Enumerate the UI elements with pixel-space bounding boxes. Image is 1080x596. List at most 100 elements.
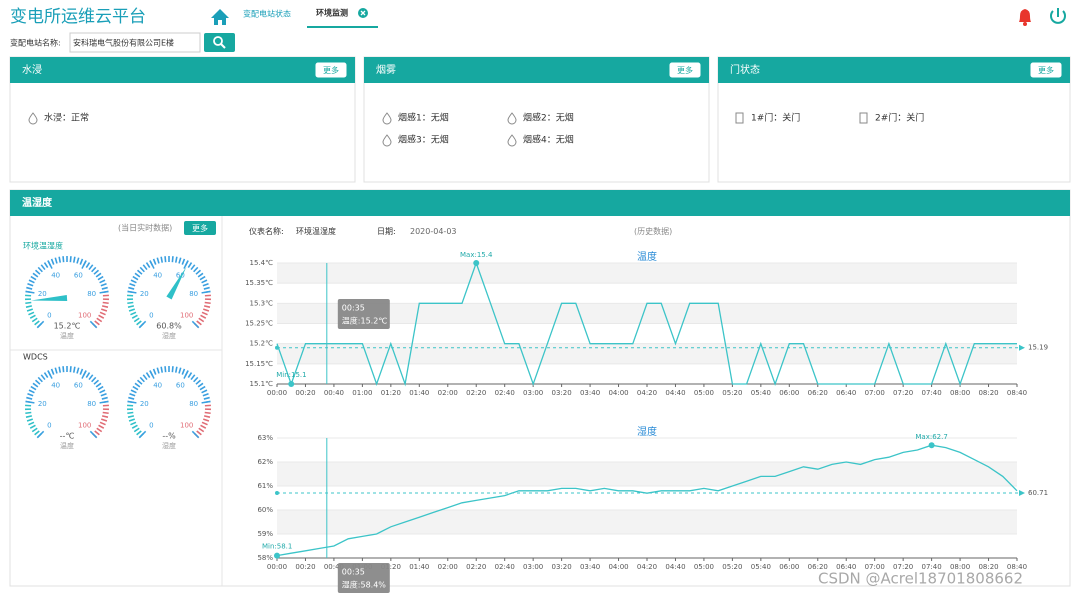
station-input[interactable]	[69, 32, 201, 53]
gauge-scale	[25, 305, 33, 308]
more-button[interactable]	[184, 221, 216, 235]
gauge-scale	[203, 396, 210, 400]
gauge-tick-label: 60	[74, 272, 83, 280]
gauge-scale	[142, 374, 148, 381]
gauge-scale	[29, 314, 36, 319]
gauge-scale	[156, 367, 160, 374]
gauge-scale	[99, 421, 106, 426]
gauge-scale	[178, 367, 182, 374]
y-tick-label: 58%	[257, 554, 273, 562]
mean-arrow	[1019, 344, 1025, 351]
gauge-scale	[62, 256, 65, 263]
gauge-tick-label: 20	[140, 290, 149, 298]
gauge-tick-label: 20	[140, 400, 149, 408]
gauge-scale	[101, 415, 109, 418]
gauge-scale	[26, 396, 33, 400]
search-button[interactable]	[204, 33, 235, 52]
more-button[interactable]	[669, 62, 701, 78]
gauge-scale	[100, 418, 108, 422]
power-icon[interactable]	[1050, 8, 1066, 24]
gauge-tick	[36, 320, 45, 329]
x-tick-label: 03:20	[552, 389, 572, 397]
y-tick-label: 60%	[257, 506, 273, 514]
chart-title: 温度	[637, 250, 657, 263]
gauge-tick-label: 40	[51, 382, 60, 390]
gauge-tick	[191, 320, 200, 329]
tooltip-time: 00:35	[342, 568, 365, 577]
gauge-tick-label: 80	[189, 400, 198, 408]
more-button[interactable]	[315, 62, 347, 78]
min-point	[274, 552, 280, 559]
group-name: 环境温湿度	[23, 241, 63, 251]
y-tick-label: 15.2℃	[250, 340, 274, 348]
door-small-icon	[735, 112, 744, 124]
gauge-tick-label: 100	[180, 422, 193, 430]
bell-icon[interactable]	[1019, 9, 1031, 26]
gauge-scale	[27, 393, 34, 397]
gauge-scale	[195, 379, 202, 385]
gauge-scale	[102, 411, 109, 415]
gauge-tick	[81, 260, 87, 269]
gauge-name: 湿度	[162, 441, 176, 450]
gauge-scale	[133, 317, 140, 323]
gauge-tick	[127, 400, 137, 404]
gauge-scale	[129, 283, 136, 287]
gauge-scale	[132, 275, 139, 281]
x-tick-label: 05:00	[694, 563, 714, 571]
gauge-scale	[131, 314, 138, 319]
gauge-scale	[160, 366, 164, 373]
x-tick-label: 08:20	[978, 389, 998, 397]
x-tick-label: 08:00	[950, 563, 970, 571]
gauge-scale	[28, 311, 35, 316]
gauge-scale	[136, 379, 143, 385]
gauge-tick-label: 0	[47, 422, 51, 430]
panel-header	[364, 57, 709, 83]
gauge-scale	[88, 374, 94, 381]
gauge-tick	[183, 260, 189, 269]
gauge-scale	[202, 308, 210, 312]
x-tick-label: 00:40	[324, 389, 344, 397]
mean-arrow	[1019, 489, 1025, 496]
mean-label: 60.71	[1028, 489, 1048, 497]
home-icon[interactable]	[211, 9, 229, 25]
gauge-scale	[25, 411, 32, 415]
gauge-scale	[203, 305, 211, 308]
gauge-scale	[95, 272, 102, 278]
gauge-tick	[138, 320, 147, 329]
panel-header	[718, 57, 1070, 83]
gauge-scale	[127, 411, 134, 415]
gauge-scale	[54, 257, 58, 264]
x-tick-label: 06:00	[779, 389, 799, 397]
gauge-value: 60.8%	[156, 322, 182, 331]
gauge-scale	[34, 379, 41, 385]
more-button[interactable]	[1030, 62, 1062, 78]
tooltip-value: 湿度:58.4%	[342, 580, 387, 590]
gauge-scale	[34, 430, 40, 436]
gauge-scale	[202, 393, 209, 397]
gauge-tick-label: 20	[38, 290, 47, 298]
y-tick-label: 15.4℃	[250, 259, 274, 267]
gauge-scale	[203, 286, 210, 290]
gauge-scale	[93, 269, 100, 275]
search-value: 安科瑞电气股份有限公司E楼	[73, 38, 174, 48]
tab-close[interactable]	[358, 8, 368, 18]
gauge-scale	[171, 366, 174, 373]
x-tick-label: 05:40	[751, 563, 771, 571]
app-title: 变电所运维云平台	[10, 7, 146, 27]
gauge-scale	[199, 275, 206, 281]
door-small-icon	[859, 112, 868, 124]
chart-title: 湿度	[637, 425, 657, 438]
gauge-scale	[100, 283, 107, 287]
x-tick-label: 07:40	[922, 563, 942, 571]
gauge-scale	[130, 311, 137, 316]
gauge-scale	[190, 374, 196, 381]
gauge-scale	[128, 396, 135, 400]
x-tick-label: 05:20	[722, 563, 742, 571]
y-tick-label: 15.25℃	[245, 320, 273, 328]
x-tick-label: 08:40	[1007, 389, 1027, 397]
drop-icon	[507, 112, 517, 125]
gauge-tick	[47, 260, 53, 269]
gauge-scale	[195, 269, 202, 275]
